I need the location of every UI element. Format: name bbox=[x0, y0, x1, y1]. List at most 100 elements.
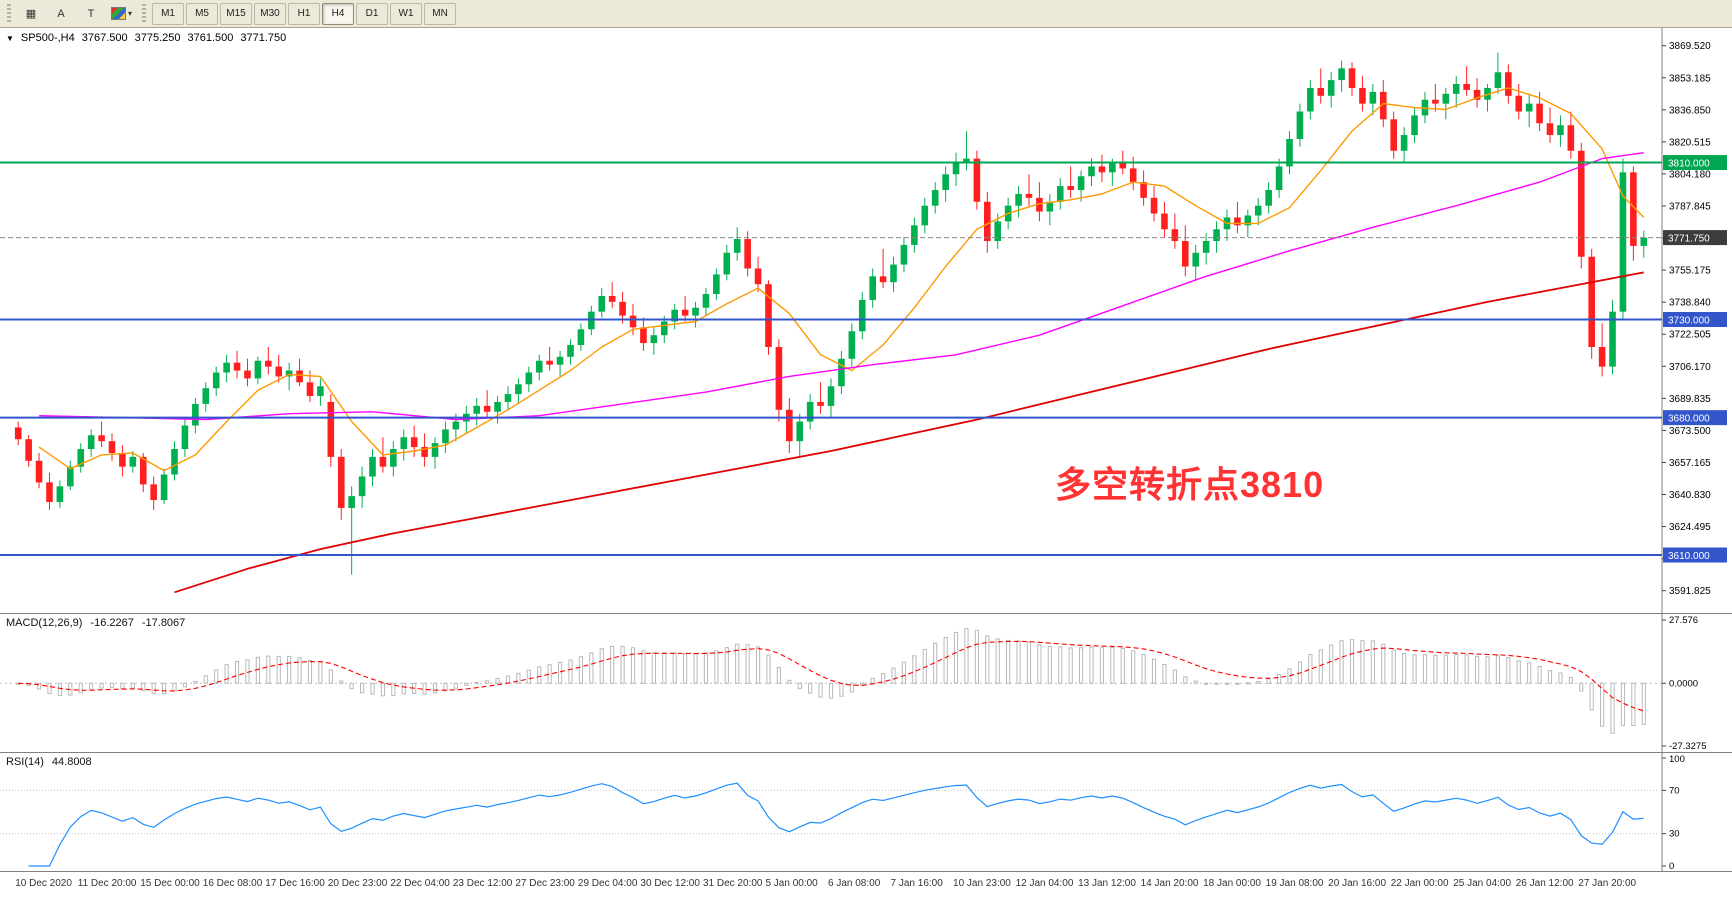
palette-icon bbox=[111, 7, 126, 20]
support-3610-price-label: 3610.000 bbox=[1668, 551, 1710, 562]
symbol-name: SP500-,H4 bbox=[20, 32, 75, 44]
time-label: 12 Jan 04:00 bbox=[1015, 878, 1074, 889]
rsi-panel: 100 70 30 0 RSI(14) 44.8008 bbox=[0, 752, 1732, 871]
macd-value-main: -16.2267 bbox=[90, 617, 134, 629]
top-toolbar: ▦ A T ▾ M1 M5 M15 M30 H1 H4 D1 W1 MN bbox=[0, 0, 1732, 28]
price-tick-label: 3640.830 bbox=[1669, 490, 1711, 501]
toolbar-grip[interactable] bbox=[7, 3, 11, 24]
colors-dropdown-button[interactable]: ▾ bbox=[107, 3, 136, 25]
macd-histogram bbox=[16, 628, 1646, 734]
timeframe-button-h4[interactable]: H4 bbox=[322, 2, 355, 25]
macd-tick-label: 27.576 bbox=[1669, 615, 1698, 626]
collapse-arrow-icon[interactable]: ▼ bbox=[6, 33, 14, 43]
time-label: 20 Dec 23:00 bbox=[327, 878, 388, 889]
time-label: 10 Jan 23:00 bbox=[953, 878, 1011, 889]
time-label: 26 Jan 12:00 bbox=[1515, 878, 1574, 889]
rsi-line bbox=[28, 782, 1644, 867]
time-label: 15 Dec 00:00 bbox=[140, 878, 200, 889]
time-label: 13 Jan 12:00 bbox=[1078, 878, 1136, 889]
time-label: 11 Dec 20:00 bbox=[77, 878, 137, 889]
candles-group bbox=[14, 52, 1648, 575]
time-label: 19 Jan 08:00 bbox=[1265, 878, 1324, 889]
rsi-value: 44.8008 bbox=[51, 756, 92, 768]
time-label: 30 Dec 12:00 bbox=[640, 878, 700, 889]
price-tick-label: 3624.495 bbox=[1669, 522, 1711, 533]
time-label: 5 Jan 00:00 bbox=[765, 878, 818, 889]
macd-value-signal: -17.8067 bbox=[141, 617, 186, 629]
rsi-name: RSI(14) bbox=[6, 756, 44, 768]
main-chart-canvas[interactable]: 3869.520 3853.185 3836.850 3820.515 3804.180… bbox=[0, 28, 1732, 613]
timeframe-button-m30[interactable]: M30 bbox=[254, 2, 287, 25]
macd-tick-label: 0.0000 bbox=[1669, 678, 1698, 689]
rsi-tick-label: 100 bbox=[1669, 754, 1685, 765]
time-label: 7 Jan 16:00 bbox=[890, 878, 943, 889]
timeframe-button-h1[interactable]: H1 bbox=[288, 2, 321, 25]
support-3730-price-label: 3730.000 bbox=[1668, 315, 1710, 326]
ma-medium-magenta bbox=[39, 152, 1644, 421]
ohlc-low: 3761.500 bbox=[187, 32, 234, 44]
time-label: 22 Dec 04:00 bbox=[390, 878, 450, 889]
price-tick-label: 3673.500 bbox=[1669, 426, 1711, 437]
toolbar-grip[interactable] bbox=[142, 3, 147, 24]
support-3680-price-label: 3680.000 bbox=[1668, 413, 1710, 424]
price-tick-label: 3853.185 bbox=[1669, 73, 1711, 84]
time-label: 20 Jan 16:00 bbox=[1328, 878, 1386, 889]
time-label: 27 Jan 20:00 bbox=[1578, 878, 1637, 889]
timeframe-button-d1[interactable]: D1 bbox=[356, 2, 389, 25]
price-tick-label: 3836.850 bbox=[1669, 105, 1711, 116]
time-label: 10 Dec 2020 bbox=[15, 878, 72, 889]
timeframe-button-w1[interactable]: W1 bbox=[390, 2, 423, 25]
timeframe-button-mn[interactable]: MN bbox=[424, 2, 457, 25]
rsi-tick-label: 0 bbox=[1669, 861, 1674, 871]
timeframe-button-m1[interactable]: M1 bbox=[152, 2, 185, 25]
price-tick-label: 3787.845 bbox=[1669, 202, 1711, 213]
time-label: 16 Dec 08:00 bbox=[202, 878, 263, 889]
rsi-canvas[interactable]: 100 70 30 0 bbox=[0, 753, 1732, 871]
time-label: 31 Dec 20:00 bbox=[702, 878, 763, 889]
price-tick-label: 3657.165 bbox=[1669, 458, 1711, 469]
price-tick-label: 3820.515 bbox=[1669, 137, 1711, 148]
ma-slow-red bbox=[174, 271, 1644, 594]
price-tick-label: 3738.840 bbox=[1669, 298, 1711, 309]
chart-window-icon[interactable]: ▦ bbox=[25, 8, 37, 20]
rsi-label-row: RSI(14) 44.8008 bbox=[6, 756, 92, 768]
time-label: 27 Dec 23:00 bbox=[515, 878, 575, 889]
ohlc-high: 3775.250 bbox=[134, 32, 181, 44]
rsi-tick-label: 70 bbox=[1669, 785, 1680, 796]
timeframe-button-m15[interactable]: M15 bbox=[220, 2, 253, 25]
time-label: 25 Jan 04:00 bbox=[1453, 878, 1512, 889]
price-tick-label: 3706.170 bbox=[1669, 362, 1711, 373]
dropdown-arrow-icon: ▾ bbox=[128, 9, 133, 18]
timeframe-button-m5[interactable]: M5 bbox=[186, 2, 219, 25]
time-label: 18 Jan 00:00 bbox=[1203, 878, 1261, 889]
macd-name: MACD(12,26,9) bbox=[6, 617, 83, 629]
macd-canvas[interactable]: 27.576 0.0000 -27.3275 bbox=[0, 614, 1732, 752]
time-label: 14 Jan 20:00 bbox=[1140, 878, 1199, 889]
macd-panel: 27.576 0.0000 -27.3275 MACD(12,26,9) -16.2… bbox=[0, 613, 1732, 752]
main-chart-panel: 3869.520 3853.185 3836.850 3820.515 3804.180… bbox=[0, 28, 1732, 613]
resistance-3810-price-label: 3810.000 bbox=[1668, 158, 1710, 169]
rsi-tick-label: 30 bbox=[1669, 829, 1680, 840]
text-tool-icon[interactable]: T bbox=[87, 7, 95, 20]
time-axis[interactable]: 10 Dec 2020 11 Dec 20:00 15 Dec 00:00 16 De… bbox=[0, 871, 1732, 897]
ohlc-open: 3767.500 bbox=[81, 32, 128, 44]
price-tick-label: 3804.180 bbox=[1669, 169, 1711, 180]
price-tick-label: 3591.825 bbox=[1669, 586, 1711, 597]
time-label: 23 Dec 12:00 bbox=[452, 878, 513, 889]
macd-tick-label: -27.3275 bbox=[1669, 741, 1707, 752]
time-label: 29 Dec 04:00 bbox=[577, 878, 638, 889]
time-label: 6 Jan 08:00 bbox=[828, 878, 881, 889]
price-tick-label: 3869.520 bbox=[1669, 41, 1711, 52]
ma-fast-orange bbox=[38, 87, 1645, 472]
current-price-price-label: 3771.750 bbox=[1668, 233, 1710, 244]
time-label: 22 Jan 00:00 bbox=[1390, 878, 1449, 889]
chart-annotation: 多空转折点3810 bbox=[1055, 464, 1325, 505]
macd-signal-line bbox=[18, 640, 1644, 712]
price-tick-label: 3689.835 bbox=[1669, 394, 1711, 405]
price-tick-label: 3722.505 bbox=[1669, 330, 1711, 341]
time-label: 17 Dec 16:00 bbox=[265, 878, 325, 889]
cursor-tool-icon[interactable]: A bbox=[57, 7, 65, 20]
price-tick-label: 3755.175 bbox=[1669, 266, 1711, 277]
symbol-info-bar: ▼ SP500-,H4 3767.500 3775.250 3761.500 3… bbox=[6, 32, 286, 44]
ohlc-close: 3771.750 bbox=[240, 32, 287, 44]
